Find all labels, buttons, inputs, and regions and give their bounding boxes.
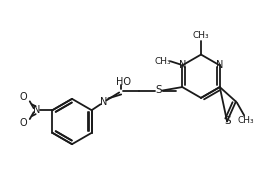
Text: N: N [179, 60, 186, 70]
Text: S: S [225, 116, 231, 126]
Text: CH₃: CH₃ [193, 31, 209, 40]
Text: N: N [33, 105, 40, 115]
Text: CH₃: CH₃ [154, 57, 171, 66]
Text: HO: HO [116, 77, 131, 87]
Text: S: S [155, 85, 162, 96]
Text: N: N [216, 60, 224, 70]
Text: O: O [19, 92, 27, 102]
Text: N: N [100, 97, 107, 107]
Text: O: O [19, 118, 27, 128]
Text: CH₃: CH₃ [238, 116, 254, 125]
